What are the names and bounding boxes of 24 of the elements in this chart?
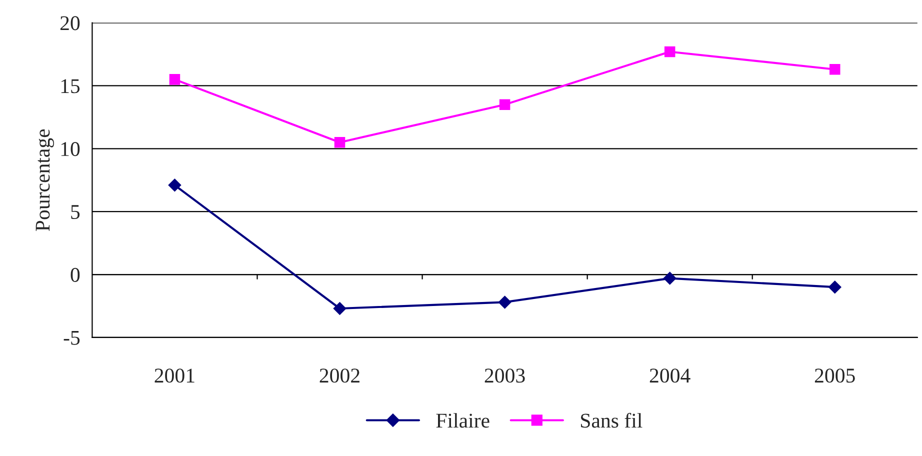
x-tick-label: 2002	[320, 368, 360, 383]
y-tick-label: 15	[61, 79, 80, 94]
y-axis-title: Pourcentage	[36, 129, 54, 232]
point	[333, 302, 346, 315]
point	[168, 178, 182, 192]
y-tick-label: -5	[64, 331, 80, 345]
point	[829, 64, 840, 75]
x-tick-label: 2003	[484, 368, 525, 383]
point	[499, 99, 510, 110]
point	[663, 272, 676, 285]
point	[664, 46, 676, 58]
x-tick-label: 2001	[154, 368, 194, 383]
legend-label: Filaire	[436, 413, 490, 428]
point	[828, 280, 842, 294]
y-tick-label: 0	[70, 268, 80, 282]
legend-label: Sans fil	[581, 412, 642, 428]
x-tick-label: 2004	[650, 368, 690, 383]
y-tick-label: 20	[60, 16, 80, 30]
y-tick-label: 10	[61, 142, 80, 156]
point	[498, 296, 512, 309]
point	[334, 136, 346, 148]
y-tick-label: 5	[71, 205, 80, 220]
x-tick-label: 2005	[814, 368, 855, 383]
point	[169, 74, 180, 85]
